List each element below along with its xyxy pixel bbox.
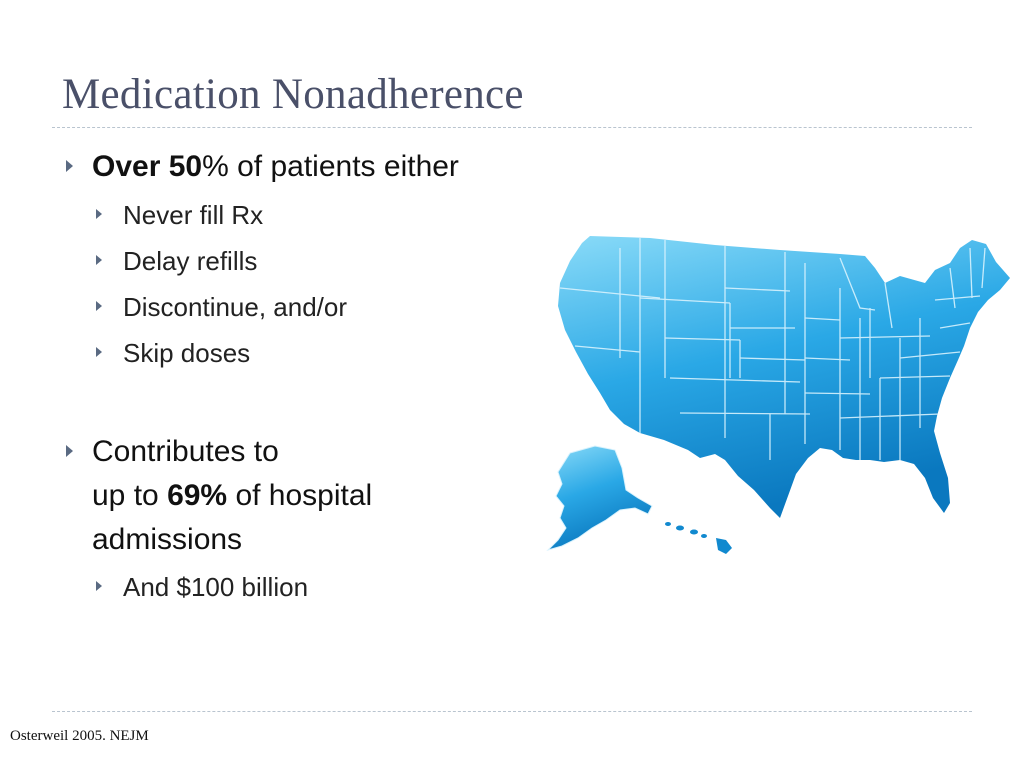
triangle-right-icon (66, 445, 73, 457)
mainland-shape (558, 236, 1010, 518)
bold-69-percent: 69% (167, 479, 228, 512)
triangle-right-icon (66, 160, 73, 172)
subitem-label: Delay refills (123, 246, 258, 276)
percent-sign: % (202, 150, 229, 183)
bullet-rest-text: of patients either (228, 150, 459, 183)
subitem-label: And $100 billion (123, 572, 309, 602)
triangle-right-icon (96, 255, 102, 265)
triangle-right-icon (96, 301, 102, 311)
title-divider (52, 127, 972, 128)
triangle-right-icon (96, 209, 102, 219)
triangle-right-icon (96, 347, 102, 357)
triangle-right-icon (96, 581, 102, 591)
bold-over-50: Over 50 (92, 150, 203, 183)
subitem-label: Discontinue, and/or (123, 292, 348, 322)
usa-map-icon (546, 236, 1010, 554)
alaska-shape (546, 445, 653, 552)
subitem-label: Skip doses (123, 338, 251, 368)
bullet2-line3: admissions (92, 523, 243, 556)
hawaii-shape (665, 522, 732, 554)
page-title: Medication Nonadherence (62, 71, 524, 118)
bullet2-line2-pre: up to (92, 479, 168, 512)
subitem-label: Never fill Rx (123, 200, 264, 230)
bullet2-line1: Contributes to (92, 435, 279, 468)
citation: Osterweil 2005. NEJM (10, 728, 149, 744)
bullet2-line2-post: of hospital (227, 479, 373, 512)
footer-divider (52, 711, 972, 712)
